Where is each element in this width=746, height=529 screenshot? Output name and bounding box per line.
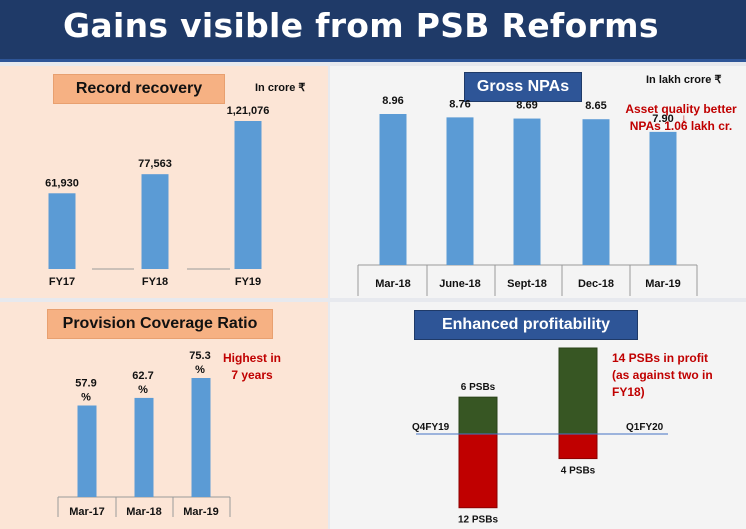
data-label-unit: %	[81, 391, 91, 403]
loss-bar-q4fy19	[458, 433, 498, 509]
enhanced-profitability-note-line-3: FY18)	[612, 385, 645, 399]
profit-bar-q1fy20	[558, 347, 598, 435]
data-label: 8.65	[585, 100, 606, 112]
data-label: 8.96	[382, 95, 403, 107]
loss-bar-q1fy20	[558, 433, 598, 460]
data-label: 8.76	[449, 98, 470, 110]
bar-mar-19	[649, 131, 677, 265]
loss-label: 12 PSBs	[458, 515, 498, 526]
data-label: 75.3	[189, 350, 210, 362]
record-recovery-chart: 61,930 FY17 77,563 FY18 1,21,076 FY19	[45, 105, 270, 288]
data-label-unit: %	[195, 364, 205, 376]
provision-coverage-panel: Provision Coverage Ratio Highest in 7 ye…	[0, 302, 328, 529]
enhanced-profitability-title: Enhanced profitability	[414, 310, 638, 340]
tick-label: FY19	[235, 276, 261, 288]
bar-sept-18	[513, 118, 541, 265]
bar-mar-19	[191, 378, 211, 497]
gross-npas-chart: 8.96 Mar-18 8.76 June-18 8.69 Sept-18 8.65 Dec-…	[357, 95, 698, 296]
provision-coverage-note: Highest in 7 years	[222, 350, 282, 384]
tick-label: Q4FY19	[412, 422, 450, 433]
provision-coverage-note-line-2: 7 years	[231, 368, 273, 382]
tick-label: Mar-19	[183, 506, 218, 518]
bar-fy18	[141, 174, 169, 269]
bar-mar-18	[379, 114, 407, 265]
data-label: 62.7	[132, 370, 153, 382]
tick-label: Sept-18	[507, 278, 547, 290]
data-label: 77,563	[138, 158, 172, 170]
bar-fy19	[234, 121, 262, 269]
gross-npas-panel: Gross NPAs In lakh crore ₹ Asset quality…	[330, 66, 746, 298]
loss-label: 4 PSBs	[561, 466, 596, 477]
bar-june-18	[446, 117, 474, 265]
bar-mar-17	[77, 405, 97, 497]
enhanced-profitability-note-line-1: 14 PSBs in profit	[612, 351, 709, 365]
gross-npas-note-line-2: NPAs 1.06 lakh cr.	[629, 119, 733, 133]
record-recovery-title: Record recovery	[53, 74, 225, 104]
profit-bar-q4fy19	[458, 396, 498, 435]
gross-npas-title: Gross NPAs	[464, 72, 582, 102]
down-arrow-icon: ↓	[681, 111, 687, 125]
page-title: Gains visible from PSB Reforms	[63, 6, 659, 45]
record-recovery-unit: In crore ₹	[255, 82, 306, 94]
tick-label: Mar-18	[375, 278, 410, 290]
tick-label: Dec-18	[578, 278, 614, 290]
gross-npas-note-line-1: Asset quality better	[625, 102, 737, 116]
tick-label: FY18	[142, 276, 168, 288]
record-recovery-panel: Record recovery In crore ₹ 61,930 FY17 77,…	[0, 66, 328, 298]
tick-label: Mar-18	[126, 506, 161, 518]
enhanced-profitability-chart: 6 PSBs 12 PSBs 4 PSBs Q4FY19 Q1FY20	[412, 347, 668, 526]
enhanced-profitability-panel: Enhanced profitability 14 PSBs in profit…	[330, 302, 746, 529]
enhanced-profitability-note-line-2: (as against two in	[612, 368, 713, 382]
profit-label: 6 PSBs	[461, 382, 496, 393]
data-label: 57.9	[75, 377, 96, 389]
data-label: 61,930	[45, 177, 79, 189]
bar-dec-18	[582, 119, 610, 265]
gross-npas-unit: In lakh crore ₹	[646, 74, 722, 86]
enhanced-profitability-note: 14 PSBs in profit (as against two in FY1…	[612, 350, 742, 401]
provision-coverage-chart: 57.9% Mar-17 62.7% Mar-18 75.3% Mar-19	[57, 350, 231, 518]
tick-label: Mar-17	[69, 506, 104, 518]
bar-mar-18	[134, 397, 154, 497]
bar-fy17	[48, 193, 76, 269]
data-label: 7.90	[652, 113, 673, 125]
tick-label: June-18	[439, 278, 481, 290]
data-label-unit: %	[138, 384, 148, 396]
data-label: 8.69	[516, 100, 537, 112]
tick-label: Mar-19	[645, 278, 680, 290]
data-label: 1,21,076	[227, 105, 270, 117]
gross-npas-note: Asset quality better NPAs 1.06 lakh cr.	[618, 101, 744, 135]
header-banner: Gains visible from PSB Reforms	[0, 0, 746, 62]
tick-label: Q1FY20	[626, 422, 664, 433]
provision-coverage-title: Provision Coverage Ratio	[47, 309, 273, 339]
tick-label: FY17	[49, 276, 75, 288]
provision-coverage-note-line-1: Highest in	[222, 351, 281, 365]
